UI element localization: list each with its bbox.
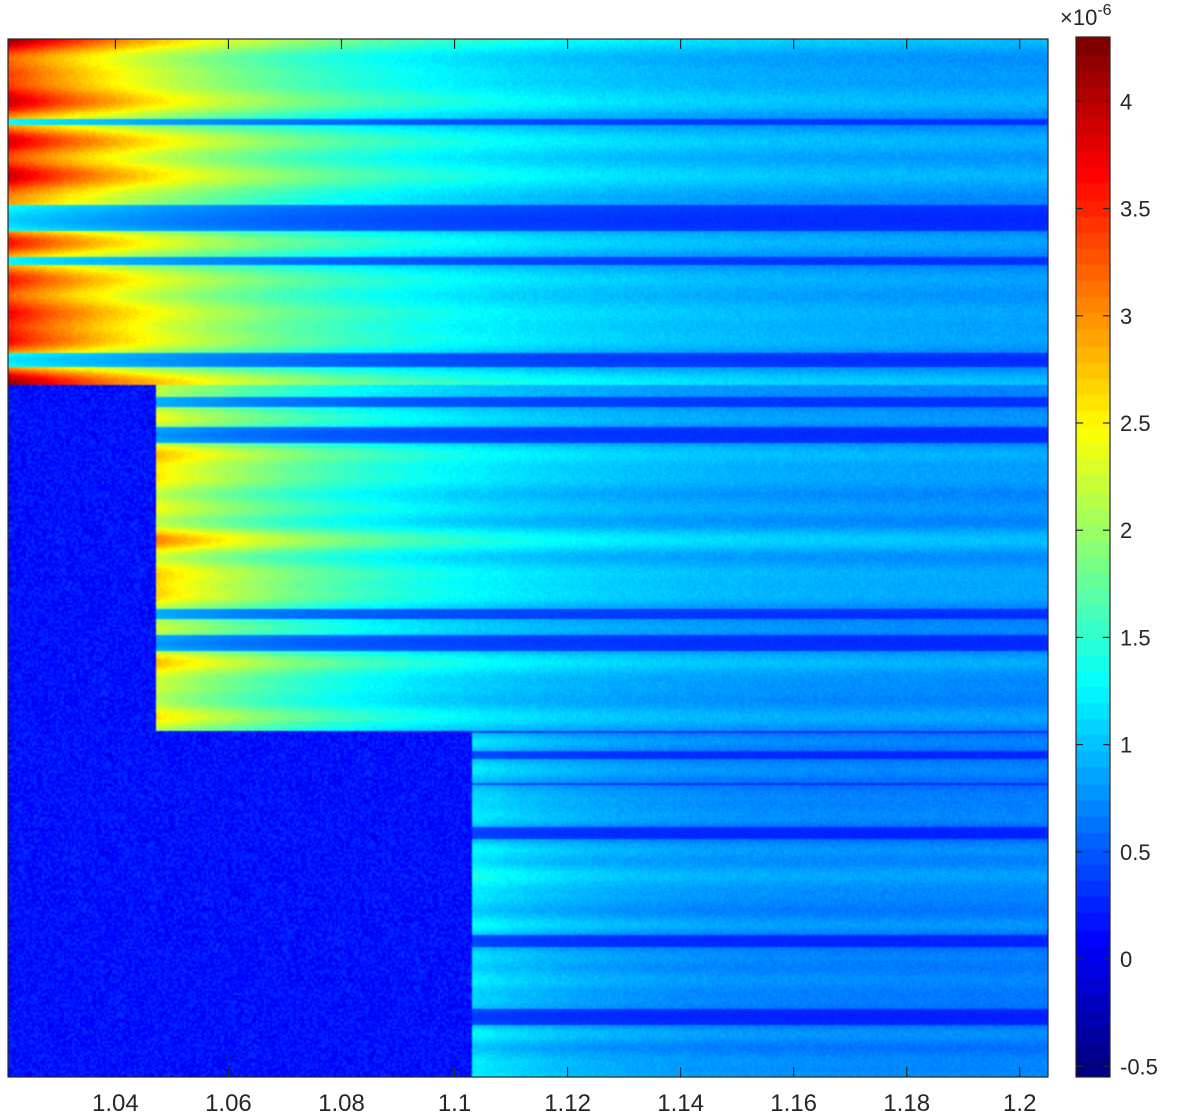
colorbar-tick-label: 3.5 — [1120, 197, 1151, 222]
colorbar-tick-label: 1.5 — [1120, 625, 1151, 650]
x-tick-label: 1.06 — [205, 1090, 252, 1117]
colorbar-tick-label: 1 — [1120, 733, 1132, 758]
x-tick-labels: 1.04 1.06 1.08 1.1 1.12 1.14 1.16 1.18 1.2 — [92, 1090, 1036, 1117]
colorbar-frame — [1075, 36, 1111, 1078]
x-tick-label: 1.2 — [1003, 1090, 1036, 1117]
x-tick-label: 1.04 — [92, 1090, 139, 1117]
colorbar-exponent: ×10-6 — [1060, 2, 1112, 30]
colorbar-image — [1076, 37, 1110, 1077]
colorbar-tick-label: 0 — [1120, 947, 1132, 972]
colorbar-tick-label: 2.5 — [1120, 411, 1151, 436]
colorbar-tick-label: 0.5 — [1120, 840, 1151, 865]
x-tick-label: 1.08 — [318, 1090, 365, 1117]
colorbar-tick-marks — [1076, 100, 1110, 1067]
x-tick-label: 1.14 — [657, 1090, 704, 1117]
x-tick-label: 1.16 — [770, 1090, 817, 1117]
colorbar-tick-label: 4 — [1120, 89, 1132, 114]
x-tick-label: 1.12 — [544, 1090, 591, 1117]
colorbar-tick-labels: -0.5 0 0.5 1 1.5 2 2.5 3 3.5 4 — [1120, 89, 1158, 1079]
heatmap-image — [8, 39, 1048, 1077]
x-tick-label: 1.18 — [883, 1090, 930, 1117]
plot-frame — [7, 38, 1049, 1078]
colorbar-tick-label: -0.5 — [1120, 1054, 1158, 1079]
x-tick-marks — [114, 39, 1021, 1077]
colorbar-tick-label: 3 — [1120, 304, 1132, 329]
colorbar-tick-label: 2 — [1120, 518, 1132, 543]
x-tick-label: 1.1 — [438, 1090, 471, 1117]
